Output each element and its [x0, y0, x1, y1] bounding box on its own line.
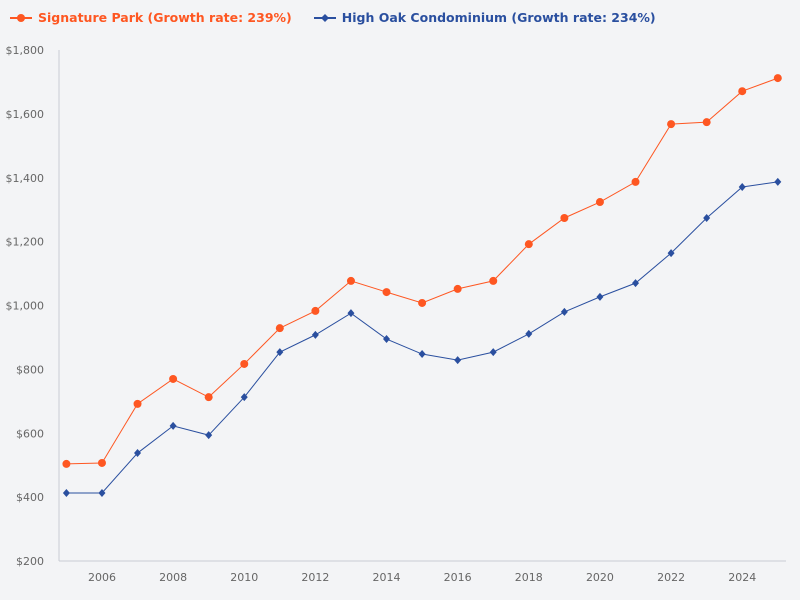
data-point	[382, 288, 391, 297]
x-tick-label: 2012	[301, 571, 329, 584]
data-point	[346, 276, 355, 285]
x-tick-label: 2022	[657, 571, 685, 584]
data-point	[275, 324, 284, 333]
data-point	[133, 399, 142, 408]
data-point	[525, 329, 533, 338]
data-point	[631, 177, 640, 186]
data-point	[134, 449, 142, 458]
x-tick-label: 2016	[444, 571, 472, 584]
data-point	[489, 276, 498, 285]
data-point	[560, 213, 569, 222]
legend: Signature Park (Growth rate: 239%) High …	[10, 10, 656, 25]
data-point	[383, 335, 391, 344]
series-line-0	[66, 77, 778, 465]
data-point	[702, 118, 711, 127]
data-point	[453, 284, 462, 293]
data-point	[62, 459, 71, 468]
data-point	[347, 309, 355, 318]
data-point	[596, 292, 604, 301]
x-tick-label: 2010	[230, 571, 258, 584]
y-tick-label: $1,000	[6, 300, 45, 313]
y-tick-label: $1,600	[6, 108, 45, 121]
y-tick-label: $1,200	[6, 236, 45, 249]
diamond-marker-icon	[313, 13, 336, 22]
data-point	[276, 348, 284, 357]
data-point	[169, 421, 177, 430]
data-point	[738, 183, 746, 192]
legend-item-signature-park[interactable]: Signature Park (Growth rate: 239%)	[10, 10, 292, 25]
data-point	[204, 393, 213, 402]
x-tick-label: 2014	[373, 571, 401, 584]
y-tick-label: $200	[16, 555, 44, 568]
data-point	[205, 431, 213, 440]
data-point	[97, 458, 106, 467]
data-point	[774, 177, 782, 186]
y-tick-label: $400	[16, 491, 44, 504]
data-point	[311, 330, 319, 339]
legend-label: High Oak Condominium (Growth rate: 234%)	[341, 10, 656, 25]
data-point	[524, 240, 533, 249]
data-point	[489, 348, 497, 357]
data-point	[169, 374, 178, 383]
y-tick-label: $1,800	[6, 44, 45, 57]
data-point	[738, 87, 747, 96]
data-point	[311, 306, 320, 315]
data-point	[632, 279, 640, 288]
data-point	[98, 488, 106, 497]
circle-marker-icon	[10, 13, 32, 22]
y-tick-label: $1,400	[6, 172, 45, 185]
y-tick-label: $600	[16, 427, 44, 440]
data-point	[667, 249, 675, 258]
data-point	[418, 298, 427, 307]
x-tick-label: 2008	[159, 571, 187, 584]
data-point	[240, 393, 248, 402]
data-point	[667, 120, 676, 129]
x-tick-label: 2006	[88, 571, 116, 584]
legend-label: Signature Park (Growth rate: 239%)	[38, 10, 292, 25]
x-tick-label: 2024	[728, 571, 756, 584]
x-tick-label: 2020	[586, 571, 614, 584]
legend-item-high-oak[interactable]: High Oak Condominium (Growth rate: 234%)	[313, 10, 656, 25]
data-point	[240, 359, 249, 368]
data-point	[62, 488, 70, 497]
x-tick-label: 2018	[515, 571, 543, 584]
data-point	[454, 356, 462, 365]
y-tick-label: $800	[16, 363, 44, 376]
data-point	[418, 350, 426, 359]
data-point	[560, 307, 568, 316]
data-point	[595, 198, 604, 207]
data-point	[703, 213, 711, 222]
data-point	[773, 74, 782, 83]
series-line-1	[66, 181, 778, 494]
